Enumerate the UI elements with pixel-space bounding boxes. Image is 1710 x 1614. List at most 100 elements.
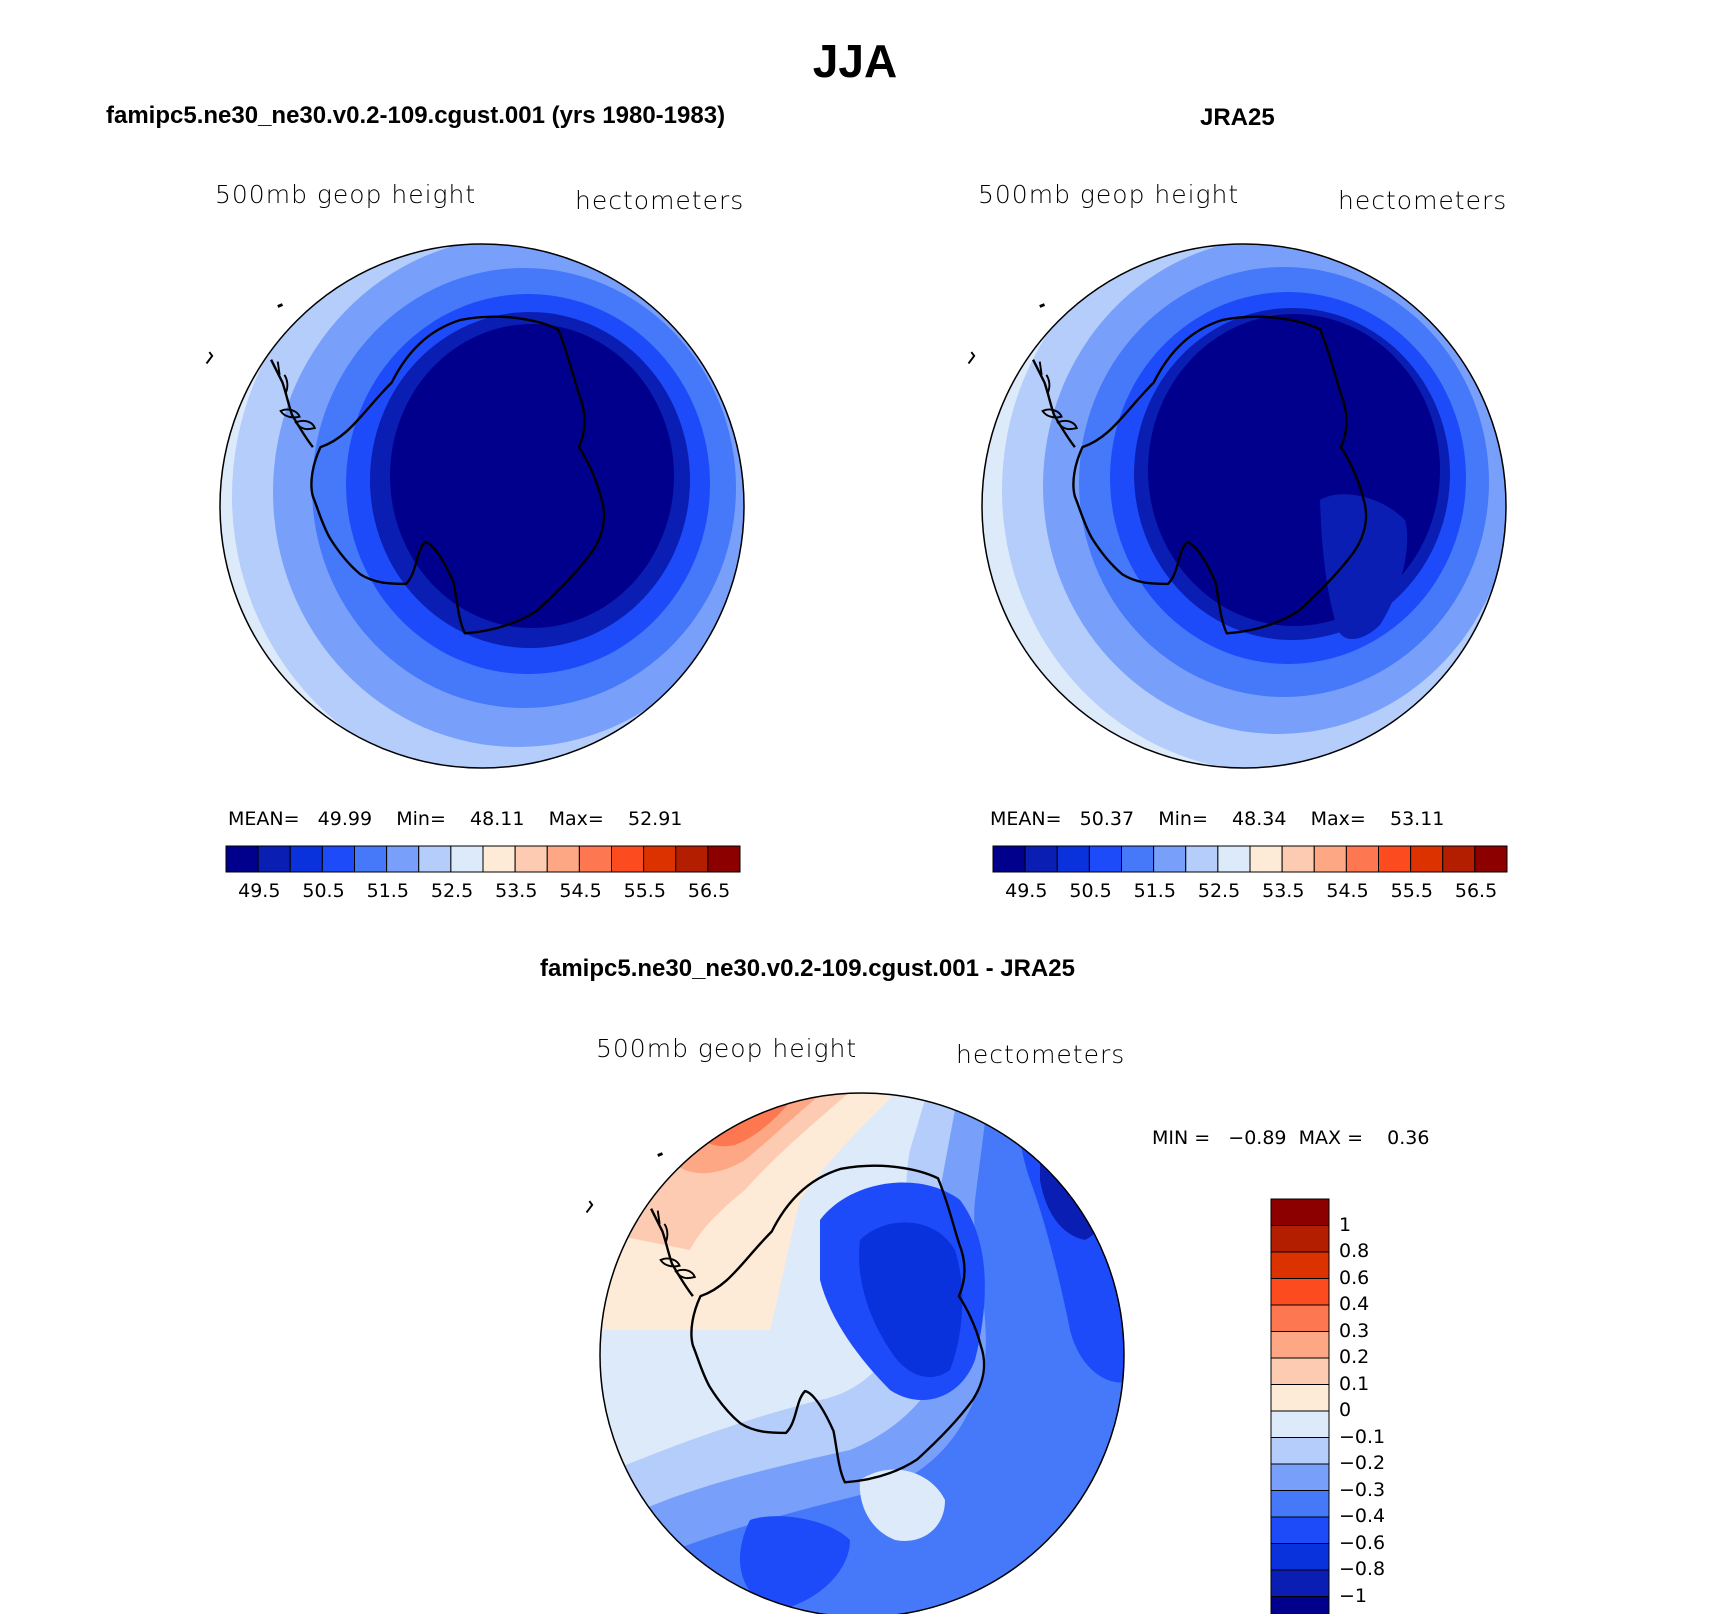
colorbar-swatch	[1153, 845, 1187, 873]
colorbar-swatch	[1270, 1490, 1330, 1518]
variable-label-model: 500mb geop height	[215, 180, 477, 209]
map-obs	[967, 243, 1507, 769]
colorbar-swatch	[1378, 845, 1412, 873]
colorbar-swatch	[1313, 845, 1347, 873]
colorbar-tick-label: −0.4	[1339, 1505, 1386, 1527]
min-label: MIN =	[1152, 1127, 1211, 1149]
colorbar-swatch	[1270, 1596, 1330, 1614]
colorbar-swatch	[354, 845, 388, 873]
colorbar-swatch	[1088, 845, 1122, 873]
min-value: 48.34	[1232, 808, 1287, 830]
colorbar-swatch	[450, 845, 484, 873]
colorbar-swatch	[1345, 845, 1379, 873]
mean-value: 50.37	[1079, 808, 1135, 830]
colorbar-swatch	[1270, 1463, 1330, 1491]
colorbar-swatch	[1217, 845, 1251, 873]
colorbar-swatch	[1270, 1384, 1330, 1412]
max-label: MAX =	[1298, 1127, 1363, 1149]
colorbar-tick-label: 55.5	[1390, 880, 1433, 902]
colorbar-swatch	[1270, 1357, 1330, 1385]
colorbar-swatch	[289, 845, 323, 873]
colorbar-swatch	[514, 845, 548, 873]
colorbar-swatch	[1474, 845, 1508, 873]
units-label-obs: hectometers	[1338, 186, 1508, 215]
colorbar-tick-label: 0.8	[1339, 1240, 1370, 1262]
units-label-diff: hectometers	[956, 1040, 1126, 1069]
panel-title-diff: famipc5.ne30_ne30.v0.2-109.cgust.001 - J…	[540, 955, 1075, 982]
min-label: Min=	[1158, 808, 1208, 830]
colorbar-tick-label: 53.5	[495, 880, 538, 902]
mean-label: MEAN=	[990, 808, 1062, 830]
colorbar-tick-label: 53.5	[1262, 880, 1305, 902]
colorbar-swatch	[707, 845, 741, 873]
colorbar-model	[225, 845, 741, 873]
colorbar-tick-label: −0.3	[1339, 1478, 1386, 1501]
max-value: 53.11	[1390, 808, 1445, 830]
colorbar-diff	[1270, 1198, 1330, 1614]
mean-value: 49.99	[317, 808, 373, 830]
colorbar-swatch	[1270, 1569, 1330, 1597]
colorbar-swatch	[1281, 845, 1315, 873]
colorbar-swatch	[1410, 845, 1444, 873]
colorbar-obs	[992, 845, 1508, 873]
variable-label-obs: 500mb geop height	[978, 180, 1240, 209]
max-value: 0.36	[1387, 1127, 1430, 1149]
panel-title-model: famipc5.ne30_ne30.v0.2-109.cgust.001 (yr…	[106, 102, 726, 129]
colorbar-swatch	[482, 845, 516, 873]
colorbar-tick-label: 51.5	[1133, 880, 1176, 902]
colorbar-swatch	[643, 845, 677, 873]
colorbar-tick-label: −0.2	[1339, 1452, 1386, 1474]
variable-label-diff: 500mb geop height	[596, 1034, 858, 1063]
colorbar-tick-label: −0.6	[1339, 1531, 1386, 1554]
colorbar-tick-label: −1	[1339, 1584, 1368, 1607]
colorbar-swatch	[418, 845, 452, 873]
colorbar-tick-label: 56.5	[1454, 880, 1498, 902]
colorbar-tick-label: 0.4	[1339, 1293, 1370, 1315]
colorbar-tick-label: 52.5	[1197, 880, 1241, 902]
colorbar-swatch	[1270, 1251, 1330, 1279]
colorbar-swatch	[225, 845, 259, 873]
map-diff	[585, 1092, 1125, 1614]
colorbar-swatch	[578, 845, 612, 873]
colorbar-swatch	[1270, 1543, 1330, 1571]
colorbar-swatch	[1270, 1331, 1330, 1359]
min-value: −0.89	[1228, 1127, 1287, 1149]
colorbar-tick-label: 54.5	[559, 880, 602, 902]
colorbar-swatch	[386, 845, 420, 873]
min-label: Min=	[396, 808, 446, 830]
colorbar-swatch	[1270, 1225, 1330, 1253]
map-model	[205, 243, 745, 769]
colorbar-tick-label: 0	[1339, 1399, 1352, 1421]
colorbar-tick-label: −0.8	[1339, 1558, 1386, 1580]
colorbar-tick-label: 50.5	[1069, 880, 1112, 902]
colorbar-tick-label: 0.6	[1339, 1266, 1370, 1289]
colorbar-tick-label: 0.2	[1339, 1346, 1370, 1368]
colorbar-tick-label: 50.5	[302, 880, 345, 902]
colorbar-swatch	[1270, 1516, 1330, 1544]
colorbar-tick-label: 0.3	[1339, 1319, 1370, 1342]
colorbar-tick-label: 49.5	[1005, 880, 1048, 902]
colorbar-tick-label: 55.5	[623, 880, 666, 902]
colorbar-swatch	[321, 845, 355, 873]
colorbar-swatch	[546, 845, 580, 873]
max-label: Max=	[548, 808, 604, 830]
stats-diff: MIN = −0.89 MAX = 0.36	[1152, 1127, 1429, 1149]
max-label: Max=	[1310, 808, 1366, 830]
main-title: JJA	[812, 35, 898, 87]
colorbar-swatch	[1270, 1304, 1330, 1332]
colorbar-tick-label: 1	[1339, 1213, 1352, 1236]
colorbar-swatch	[1270, 1278, 1330, 1306]
colorbar-tick-label: 49.5	[238, 880, 281, 902]
colorbar-swatch	[611, 845, 645, 873]
units-label-model: hectometers	[575, 186, 745, 215]
colorbar-swatch	[257, 845, 291, 873]
max-value: 52.91	[628, 808, 683, 830]
colorbar-tick-label: −0.1	[1339, 1425, 1386, 1448]
colorbar-swatch	[1270, 1410, 1330, 1438]
colorbar-tick-label: 0.1	[1339, 1372, 1370, 1395]
colorbar-swatch	[1270, 1437, 1330, 1465]
colorbar-tick-label: 54.5	[1326, 880, 1369, 902]
colorbar-swatch	[675, 845, 709, 873]
stats-model: MEAN= 49.99 Min= 48.11 Max= 52.91	[228, 808, 682, 830]
